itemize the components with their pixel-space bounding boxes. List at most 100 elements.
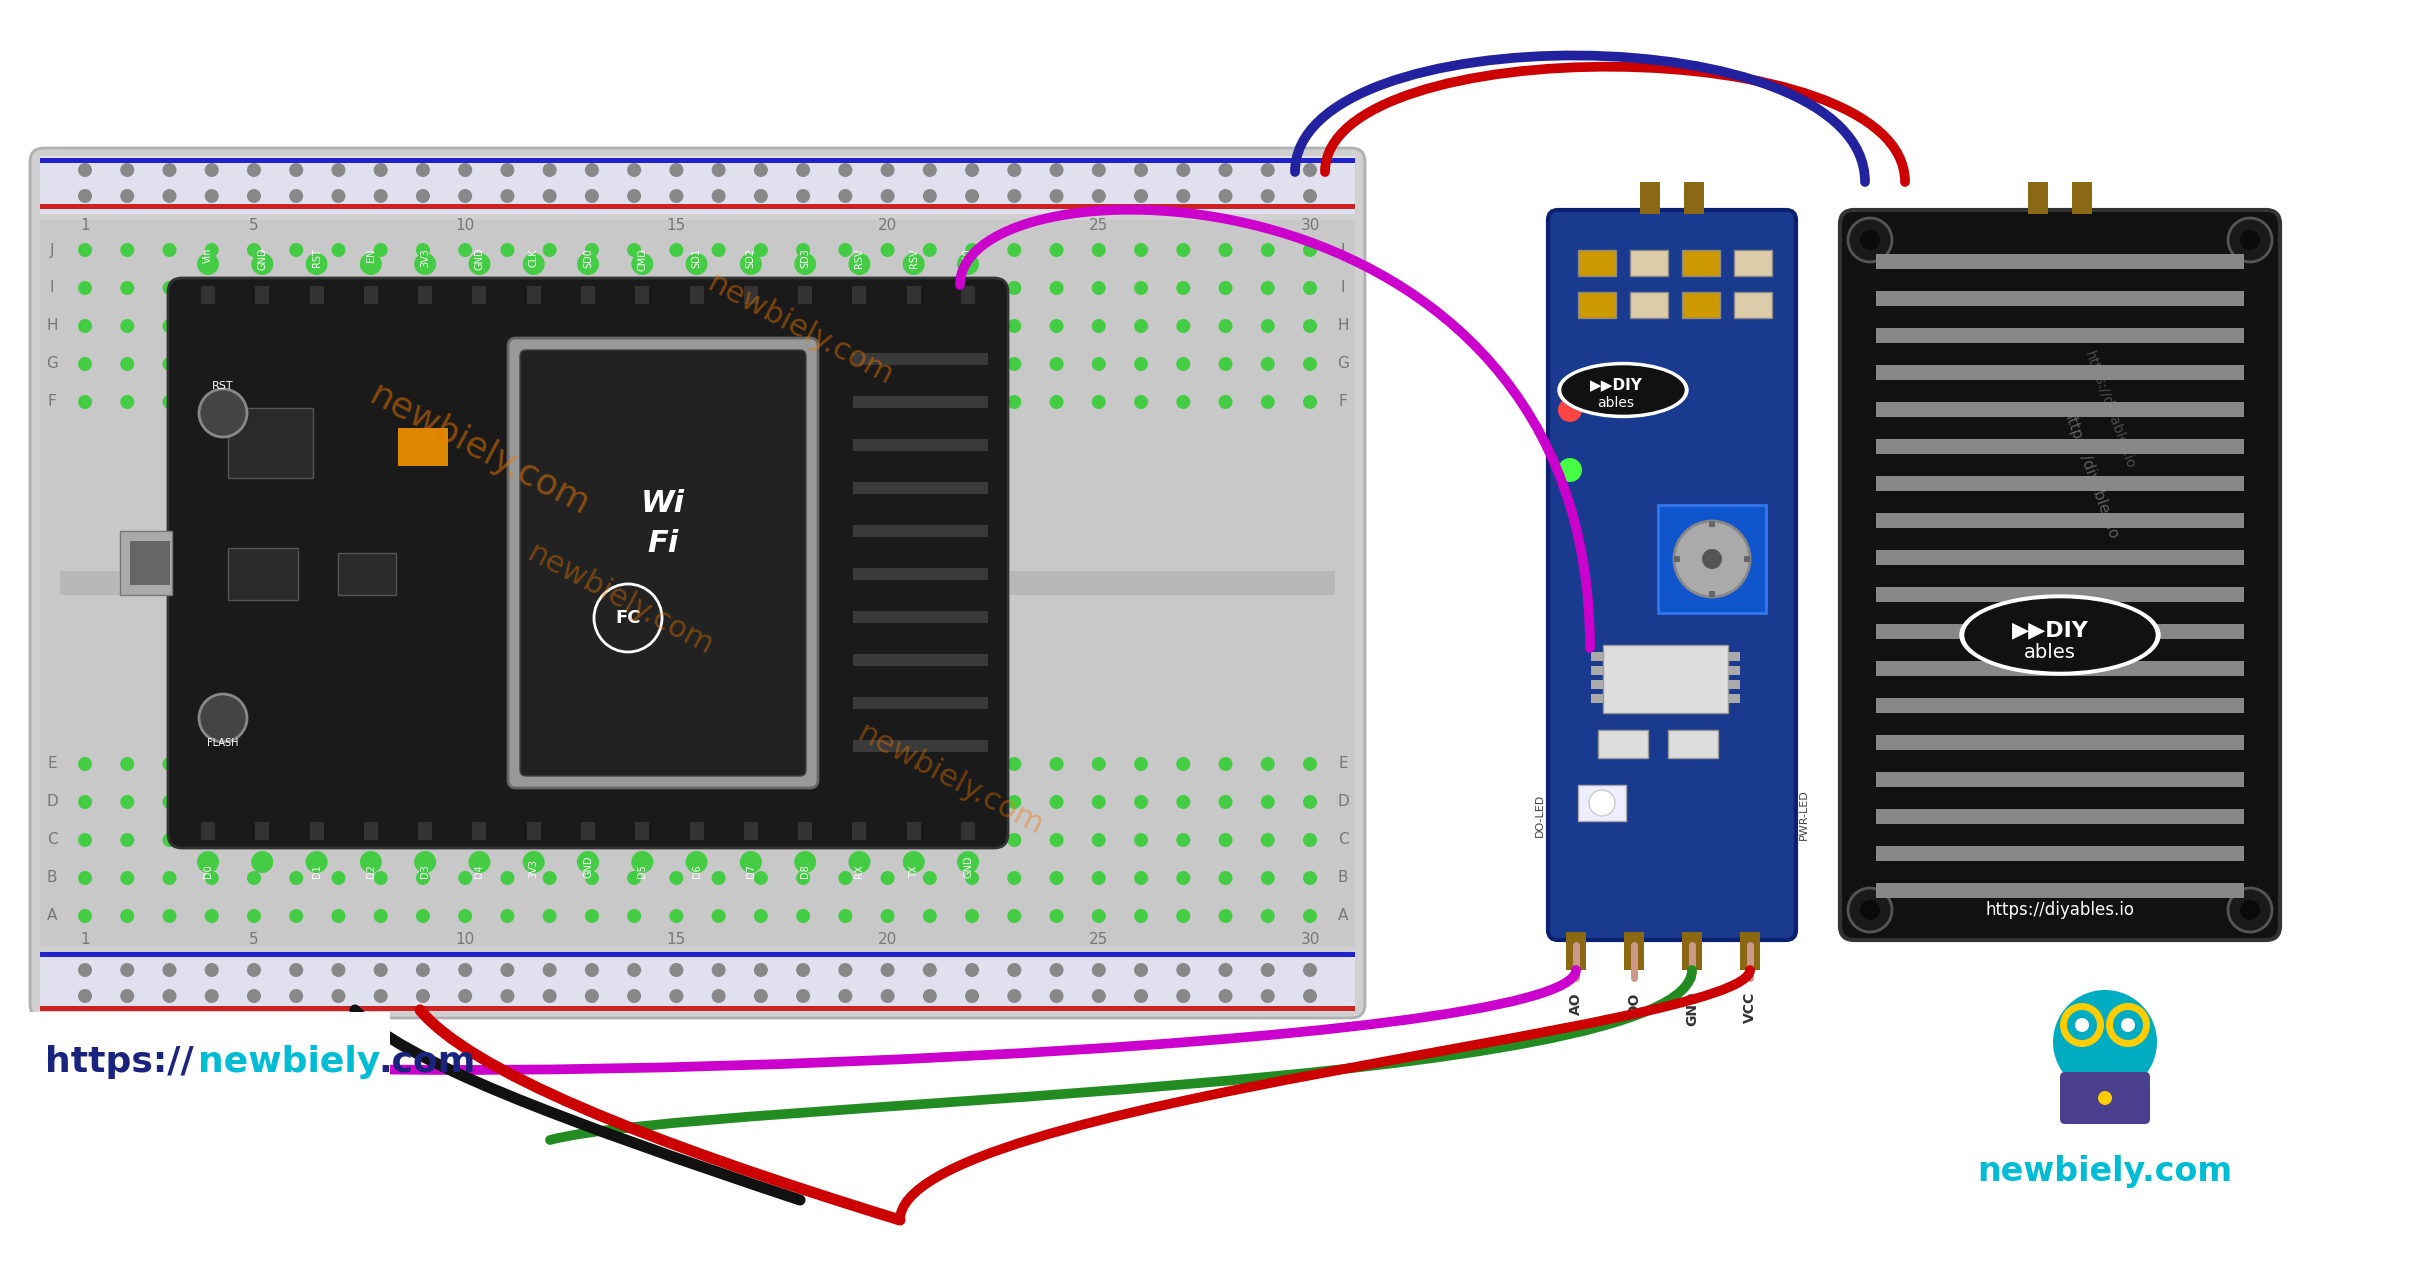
Circle shape <box>1260 281 1275 295</box>
Circle shape <box>2099 1092 2111 1106</box>
Circle shape <box>627 244 641 257</box>
Circle shape <box>593 584 663 652</box>
Circle shape <box>458 795 472 809</box>
Text: I: I <box>51 280 55 295</box>
Circle shape <box>684 252 709 275</box>
Bar <box>962 286 976 304</box>
Circle shape <box>417 281 429 295</box>
Circle shape <box>795 163 810 177</box>
Text: D8: D8 <box>800 864 810 878</box>
Text: H: H <box>1338 318 1350 333</box>
Circle shape <box>542 357 557 371</box>
Circle shape <box>77 189 92 203</box>
Circle shape <box>670 281 684 295</box>
Circle shape <box>1219 319 1232 333</box>
Circle shape <box>246 989 260 1003</box>
Circle shape <box>542 757 557 771</box>
Circle shape <box>1007 189 1022 203</box>
Circle shape <box>542 244 557 257</box>
Bar <box>41 204 1354 209</box>
Circle shape <box>542 871 557 885</box>
Text: H: H <box>46 318 58 333</box>
Circle shape <box>576 252 600 275</box>
Bar <box>1668 729 1718 758</box>
Circle shape <box>586 989 600 1003</box>
Circle shape <box>1260 795 1275 809</box>
Circle shape <box>964 244 978 257</box>
Text: .com: .com <box>378 1045 475 1079</box>
Text: https://: https:// <box>46 1045 193 1079</box>
Text: 20: 20 <box>877 933 897 948</box>
Bar <box>853 822 868 840</box>
Circle shape <box>289 989 304 1003</box>
Ellipse shape <box>1964 599 2155 671</box>
Text: RSV: RSV <box>909 249 918 268</box>
Circle shape <box>670 909 684 923</box>
Circle shape <box>415 252 436 275</box>
Text: 25: 25 <box>1089 218 1109 233</box>
Circle shape <box>1092 757 1106 771</box>
Circle shape <box>627 871 641 885</box>
Circle shape <box>458 395 472 409</box>
Circle shape <box>1304 871 1316 885</box>
Circle shape <box>161 319 176 333</box>
Circle shape <box>205 989 219 1003</box>
Bar <box>308 286 323 304</box>
Circle shape <box>839 357 853 371</box>
Circle shape <box>374 989 388 1003</box>
Text: I: I <box>1340 280 1345 295</box>
Circle shape <box>120 757 135 771</box>
Circle shape <box>2227 218 2273 262</box>
Circle shape <box>161 757 176 771</box>
Circle shape <box>839 281 853 295</box>
Circle shape <box>120 244 135 257</box>
Circle shape <box>205 757 219 771</box>
Circle shape <box>923 319 937 333</box>
Circle shape <box>359 252 381 275</box>
Circle shape <box>1176 357 1191 371</box>
Bar <box>1875 550 2244 565</box>
Circle shape <box>77 757 92 771</box>
Text: VCC: VCC <box>1742 992 1757 1023</box>
Text: 1: 1 <box>80 933 89 948</box>
Circle shape <box>1007 909 1022 923</box>
Circle shape <box>374 963 388 977</box>
Circle shape <box>246 281 260 295</box>
Bar <box>1875 809 2244 824</box>
Circle shape <box>1219 244 1232 257</box>
Circle shape <box>1588 790 1615 817</box>
Circle shape <box>839 795 853 809</box>
Bar <box>308 822 323 840</box>
Circle shape <box>586 189 600 203</box>
Circle shape <box>754 395 769 409</box>
Circle shape <box>1048 871 1063 885</box>
Circle shape <box>1176 989 1191 1003</box>
Text: GND: GND <box>258 249 268 270</box>
Circle shape <box>251 851 272 873</box>
Text: A0: A0 <box>964 249 974 261</box>
Circle shape <box>161 189 176 203</box>
Circle shape <box>161 163 176 177</box>
Circle shape <box>246 833 260 847</box>
Circle shape <box>161 989 176 1003</box>
Circle shape <box>1304 833 1316 847</box>
Circle shape <box>1092 871 1106 885</box>
Circle shape <box>1176 319 1191 333</box>
Circle shape <box>880 963 894 977</box>
Circle shape <box>1260 357 1275 371</box>
Bar <box>853 439 988 451</box>
Circle shape <box>627 963 641 977</box>
Circle shape <box>964 189 978 203</box>
Circle shape <box>501 357 513 371</box>
Circle shape <box>289 319 304 333</box>
Circle shape <box>120 319 135 333</box>
Circle shape <box>711 989 725 1003</box>
Bar <box>1639 182 1660 215</box>
Circle shape <box>711 833 725 847</box>
Circle shape <box>246 244 260 257</box>
Bar <box>1875 587 2244 602</box>
Circle shape <box>1176 163 1191 177</box>
Circle shape <box>670 163 684 177</box>
Bar <box>1875 883 2244 899</box>
Text: newbiely.com: newbiely.com <box>701 269 899 391</box>
